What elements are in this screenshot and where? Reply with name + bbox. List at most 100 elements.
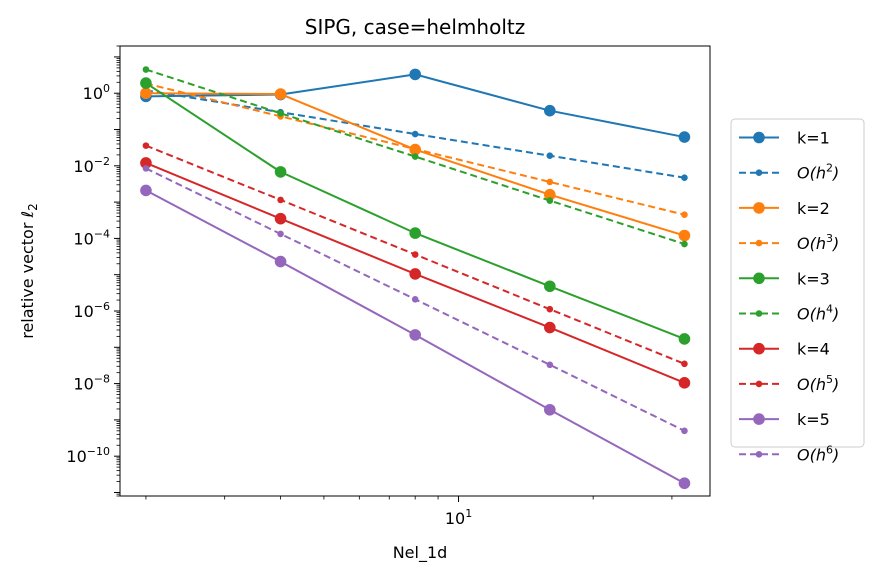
legend-label-tail: ): [832, 445, 839, 464]
reference-point: [546, 178, 554, 186]
legend-label-tail: ): [832, 234, 839, 253]
x-axis-label: Nel_1d: [393, 543, 448, 563]
legend-label: k=2: [797, 199, 830, 218]
series-10: [142, 165, 688, 435]
series-5: [140, 77, 691, 345]
reference-point: [277, 230, 284, 238]
legend-entry: O(h5): [739, 373, 839, 394]
y-tick-label: 10−2: [73, 155, 110, 176]
y-tick-label: 100: [83, 82, 110, 103]
legend-label: k=1: [797, 129, 830, 148]
data-point: [409, 268, 421, 280]
series-8: [142, 142, 688, 368]
legend-label: k=5: [797, 410, 830, 429]
y-tick-exponent: −4: [94, 227, 110, 240]
legend-label: O(h4): [797, 303, 839, 324]
reference-point: [277, 196, 284, 204]
data-point: [140, 87, 152, 100]
y-tick-label: 10−6: [73, 300, 110, 321]
series-9: [140, 184, 691, 490]
series-layer: [140, 66, 691, 490]
y-tick-exponent: −10: [87, 445, 110, 458]
data-point: [409, 68, 421, 81]
y-axis-label: relative vector ℓ2: [18, 203, 40, 339]
legend-label-main: O(h: [797, 445, 826, 464]
legend-marker: [753, 131, 765, 144]
data-point: [544, 321, 556, 334]
series-6: [142, 66, 688, 248]
data-point: [409, 329, 421, 341]
y-axis-label-main: relative vector ℓ: [18, 211, 37, 339]
y-tick-label: 10−4: [73, 227, 110, 248]
reference-point: [681, 211, 688, 218]
legend-marker: [755, 169, 763, 176]
legend-label: k=3: [797, 269, 830, 288]
reference-line: [145, 68, 685, 245]
legend-marker: [753, 342, 765, 355]
data-point: [678, 377, 691, 389]
legend-entry: k=1: [739, 129, 830, 148]
legend-marker: [755, 310, 763, 317]
legend-label-main: O(h: [797, 234, 826, 253]
data-point: [544, 104, 556, 117]
legend-label-tail: ): [832, 375, 839, 394]
y-tick-base: 10: [83, 84, 103, 103]
legend-entry: k=2: [739, 199, 830, 218]
legend-marker: [753, 202, 765, 214]
legend-label: k=4: [797, 340, 830, 359]
data-point: [409, 227, 421, 239]
y-tick-exponent: −6: [94, 300, 110, 313]
reference-point: [411, 130, 419, 138]
legend-label-exponent: 4: [826, 303, 833, 316]
y-tick-base: 10: [73, 229, 93, 248]
data-point: [678, 477, 691, 490]
y-tick-base: 10: [73, 157, 93, 176]
reference-point: [546, 361, 554, 369]
data-point: [140, 157, 152, 169]
reference-point: [142, 165, 150, 172]
reference-point: [546, 197, 554, 204]
y-tick-label: 10−10: [66, 445, 110, 466]
x-tick-label: 101: [445, 507, 472, 528]
legend-entry: k=4: [739, 340, 830, 359]
data-point: [678, 229, 691, 242]
legend-marker: [753, 413, 765, 425]
data-point: [274, 88, 287, 100]
legend-label-tail: ): [832, 164, 839, 183]
reference-point: [681, 427, 688, 435]
legend-entry: k=3: [739, 269, 830, 288]
y-tick-base: 10: [73, 375, 93, 394]
y-tick-base: 10: [73, 302, 93, 321]
legend: k=1O(h2)k=2O(h3)k=3O(h4)k=4O(h5)k=5O(h6): [730, 118, 865, 464]
y-tick-base: 10: [66, 447, 86, 466]
legend-entry: O(h6): [739, 443, 839, 464]
legend-marker: [755, 239, 763, 247]
legend-marker: [755, 380, 763, 388]
legend-label-exponent: 5: [826, 373, 833, 386]
legend-label-exponent: 6: [826, 443, 833, 456]
data-point: [678, 333, 691, 345]
chart-title: SIPG, case=helmholtz: [305, 15, 525, 39]
legend-label: O(h3): [797, 232, 839, 253]
legend-entry: O(h3): [739, 232, 839, 253]
reference-point: [411, 251, 419, 258]
legend-frame: [730, 118, 865, 448]
legend-label: O(h6): [797, 443, 839, 464]
data-point: [544, 403, 556, 416]
y-tick-exponent: −2: [94, 155, 110, 168]
reference-point: [411, 145, 419, 153]
data-point: [544, 280, 556, 293]
x-tick-exponent: 1: [465, 507, 472, 520]
reference-point: [411, 153, 419, 160]
y-tick-exponent: 0: [103, 82, 110, 95]
data-point: [140, 184, 152, 197]
reference-point: [681, 360, 688, 368]
data-point: [274, 255, 287, 268]
legend-label-main: O(h: [797, 375, 826, 394]
legend-entry: k=5: [739, 410, 830, 429]
legend-label: O(h2): [797, 162, 839, 183]
data-point: [544, 188, 556, 201]
reference-point: [681, 240, 688, 248]
legend-entry: O(h2): [739, 162, 839, 183]
